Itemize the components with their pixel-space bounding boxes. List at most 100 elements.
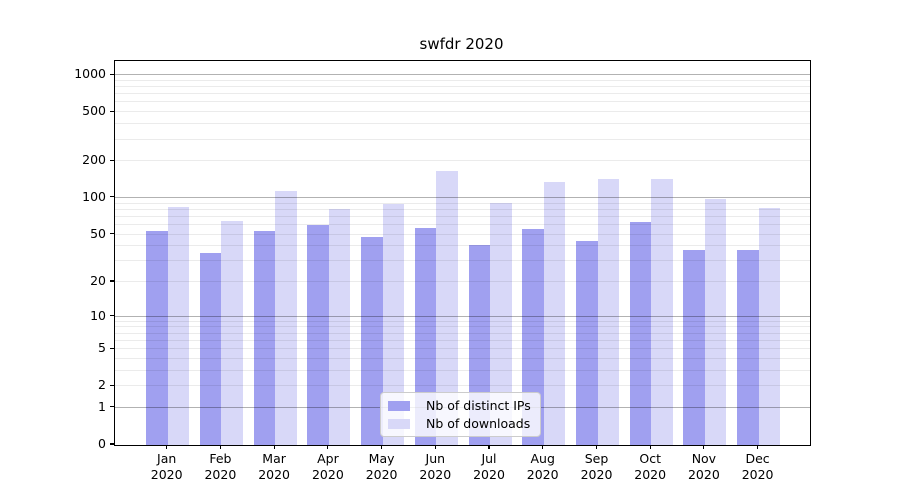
bar-downloads-jan: [167, 207, 190, 445]
gridline-minor: [115, 215, 810, 217]
y-axis-tick-label: 5: [98, 340, 106, 356]
gridline-minor: [115, 233, 810, 235]
y-axis-tick-mark: [110, 347, 114, 349]
bar-distinct-ips-mar: [253, 230, 276, 445]
gridline-minor: [115, 332, 810, 334]
y-axis-tick-mark: [110, 280, 114, 282]
x-axis-tick-mark: [488, 445, 490, 449]
x-axis-tick-label: Jun 2020: [419, 451, 452, 482]
y-axis-tick-mark: [110, 110, 114, 112]
bar-distinct-ips-nov: [683, 250, 705, 445]
bar-downloads-jun: [436, 171, 458, 445]
bar-distinct-ips-sep: [576, 241, 598, 445]
gridline-minor: [115, 223, 810, 225]
bar-downloads-jul: [490, 202, 512, 445]
y-axis-tick-mark: [110, 159, 114, 161]
gridline-minor: [115, 202, 810, 204]
y-axis-tick-mark: [110, 196, 114, 198]
x-axis-tick-mark: [757, 445, 759, 449]
y-axis-tick-label: 200: [82, 152, 106, 168]
x-axis-tick-label: Sep 2020: [580, 451, 613, 482]
x-axis-tick-label: Jan 2020: [150, 451, 183, 482]
legend-item: Nb of downloads: [388, 417, 531, 430]
gridline-minor: [115, 123, 810, 125]
gridline-major: [115, 74, 810, 76]
x-axis-tick-label: Mar 2020: [258, 451, 290, 482]
x-axis-tick-mark: [703, 445, 705, 449]
bar-distinct-ips-jan: [146, 231, 168, 445]
y-axis-tick-label: 1000: [74, 66, 106, 82]
y-axis-tick-label: 100: [82, 188, 106, 204]
x-axis-tick-mark: [327, 445, 329, 449]
x-axis-tick-label: Oct 2020: [634, 451, 667, 482]
bar-distinct-ips-may: [361, 236, 383, 445]
bar-distinct-ips-jun: [414, 227, 437, 445]
gridline-minor: [115, 208, 810, 210]
gridline-minor: [115, 160, 810, 162]
bar-downloads-dec: [758, 208, 781, 445]
x-axis-tick-mark: [649, 445, 651, 449]
x-axis-tick-label: Dec 2020: [741, 451, 774, 482]
x-axis-tick-mark: [219, 445, 221, 449]
bar-downloads-mar: [275, 191, 297, 445]
y-axis-tick-mark: [110, 315, 114, 317]
legend-label: Nb of distinct IPs: [426, 398, 531, 413]
x-axis-tick-mark: [166, 445, 168, 449]
gridline-minor: [115, 320, 810, 322]
gridline-minor: [115, 101, 810, 103]
bar-distinct-ips-oct: [629, 221, 652, 445]
gridline-minor: [115, 260, 810, 262]
y-axis-tick-label: 500: [82, 103, 106, 119]
x-axis-tick-label: Nov 2020: [687, 451, 720, 482]
plot-area: Nb of distinct IPs Nb of downloads: [114, 60, 811, 446]
bar-downloads-may: [382, 203, 405, 445]
gridline-minor: [115, 79, 810, 81]
x-axis-tick-mark: [273, 445, 275, 449]
bar-downloads-oct: [651, 178, 673, 445]
x-axis-tick-label: Apr 2020: [311, 451, 344, 482]
bar-distinct-ips-apr: [307, 224, 329, 445]
chart-title: swfdr 2020: [419, 35, 504, 53]
legend-item: Nb of distinct IPs: [388, 399, 531, 412]
gridline-minor: [115, 357, 810, 359]
gridline-minor: [115, 138, 810, 140]
gridline-minor: [115, 93, 810, 95]
legend-swatch-distinct-ips: [388, 400, 410, 411]
legend: Nb of distinct IPs Nb of downloads: [380, 392, 541, 437]
y-axis-tick-mark: [110, 384, 114, 386]
y-axis-tick-mark: [110, 406, 114, 408]
gridline-minor: [115, 111, 810, 113]
bar-downloads-apr: [328, 209, 351, 445]
gridline-minor: [115, 348, 810, 350]
y-axis-tick-label: 20: [90, 273, 106, 288]
bar-downloads-nov: [704, 199, 727, 445]
x-axis-tick-label: Jul 2020: [473, 451, 505, 482]
bar-distinct-ips-aug: [522, 228, 544, 445]
gridline-minor: [115, 86, 810, 87]
bar-downloads-sep: [597, 178, 619, 445]
gridline-minor: [115, 281, 810, 282]
x-axis-tick-mark: [595, 445, 598, 449]
gridline-major: [115, 196, 810, 198]
legend-swatch-downloads: [388, 418, 410, 429]
x-axis-tick-mark: [381, 445, 383, 449]
gridline-minor: [115, 369, 810, 371]
y-axis-tick-mark: [110, 73, 114, 75]
y-axis-tick-label: 2: [98, 377, 106, 393]
y-axis-tick-label: 10: [90, 307, 106, 323]
gridline-minor: [115, 326, 810, 328]
y-axis-tick-label: 0: [98, 436, 106, 451]
gridline-minor: [115, 245, 810, 247]
gridline-major: [115, 315, 810, 317]
x-axis-tick-label: Feb 2020: [204, 451, 237, 482]
bar-downloads-feb: [221, 220, 243, 445]
x-axis-tick-label: Aug 2020: [526, 451, 559, 482]
y-axis-tick-mark: [110, 232, 114, 235]
bar-distinct-ips-feb: [199, 253, 222, 445]
bar-distinct-ips-dec: [737, 250, 759, 445]
x-axis-tick-label: May 2020: [365, 451, 398, 482]
bar-downloads-aug: [543, 182, 566, 445]
gridline-minor: [115, 385, 810, 387]
y-axis-tick-label: 50: [90, 225, 106, 241]
